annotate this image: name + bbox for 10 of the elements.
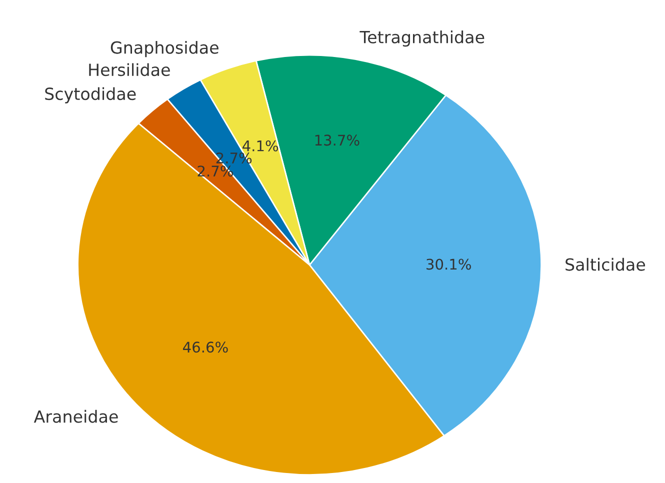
slice-label: Salticidae (566, 258, 646, 271)
data-label: 13.7% (315, 134, 360, 146)
slice-label: Scytodidae (45, 87, 136, 104)
data-label: 4.1% (242, 140, 278, 152)
slice-label: Hersilidae (89, 63, 170, 76)
slice-label: Tetragnathidae (360, 30, 484, 47)
slice-label: Araneidae (34, 410, 118, 423)
slice-label: Gnaphosidae (110, 40, 218, 58)
data-label: 46.6% (183, 342, 228, 353)
data-label: 30.1% (426, 258, 471, 270)
